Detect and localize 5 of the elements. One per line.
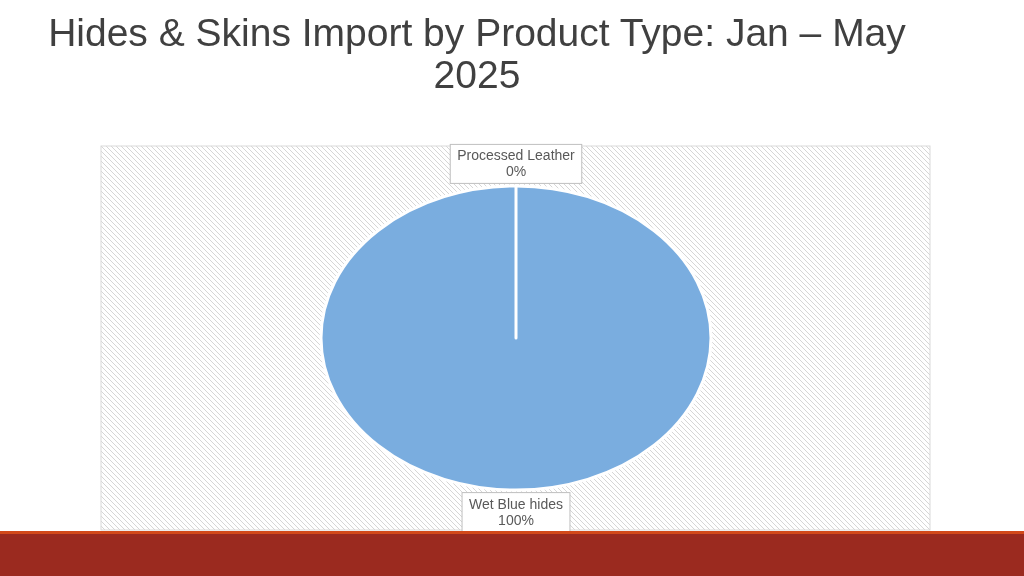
category-label: Processed Leather bbox=[457, 147, 575, 164]
chart-title: Hides & Skins Import by Product Type: Jan – May 2025 bbox=[48, 11, 907, 96]
text: 0% bbox=[505, 163, 527, 180]
slice-label: Wet Blue hides bbox=[469, 495, 563, 512]
data-label: 100% bbox=[498, 511, 534, 528]
